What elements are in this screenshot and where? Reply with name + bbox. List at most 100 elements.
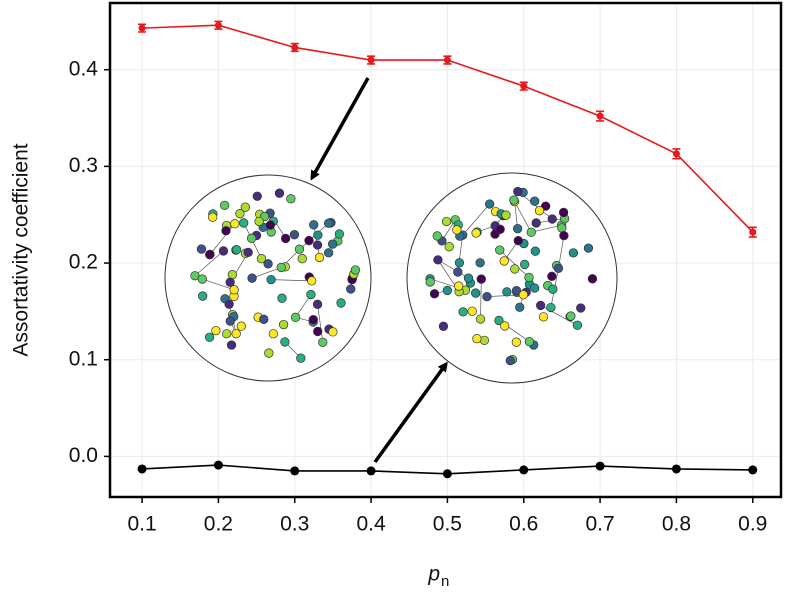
network-node: [476, 258, 485, 267]
network-node: [514, 187, 523, 196]
network-node: [265, 349, 274, 358]
data-point: [748, 465, 757, 474]
network-node: [298, 254, 307, 263]
network-node: [337, 299, 346, 308]
network-node: [442, 217, 451, 226]
network-node: [230, 285, 239, 294]
network-node: [530, 284, 539, 293]
network-node: [532, 219, 541, 228]
y-axis-label: Assortativity coefficient: [10, 143, 33, 356]
network-node: [464, 274, 473, 283]
x-tick-label: 0.5: [433, 513, 462, 536]
network-node: [554, 264, 563, 273]
network-node: [281, 234, 290, 243]
network-node: [558, 224, 567, 233]
network-node: [281, 338, 290, 347]
network-node: [313, 241, 322, 250]
network-node: [277, 263, 286, 272]
network-node: [295, 245, 304, 254]
y-tick-label: 0.3: [69, 154, 98, 177]
network-node: [198, 292, 207, 301]
data-point: [367, 466, 376, 475]
network-node: [547, 303, 556, 312]
data-point: [215, 22, 222, 29]
network-node: [318, 338, 327, 347]
y-tick-label: 0.2: [69, 251, 98, 274]
network-node: [513, 224, 522, 233]
network-node: [473, 334, 482, 343]
data-point: [673, 150, 680, 157]
network-node: [525, 337, 534, 346]
network-node: [584, 244, 593, 253]
data-point: [138, 464, 147, 473]
network-node: [267, 275, 276, 284]
network-insets: [165, 78, 617, 462]
network-node: [247, 234, 256, 243]
network-node: [455, 259, 464, 268]
network-node: [314, 231, 323, 240]
network-node: [305, 236, 314, 245]
network-node: [454, 282, 463, 291]
network-node: [253, 192, 262, 201]
network-node: [225, 300, 234, 309]
network-node: [459, 308, 468, 317]
network-node: [549, 285, 558, 294]
network-node: [228, 270, 237, 279]
network-node: [222, 329, 231, 338]
network-node: [434, 256, 443, 265]
network-node: [471, 289, 480, 298]
data-point: [291, 44, 298, 51]
network-node: [500, 257, 509, 266]
network-node: [485, 200, 494, 209]
x-tick-label: 0.1: [127, 513, 156, 536]
network-node: [198, 275, 207, 284]
network-node: [536, 301, 545, 310]
network-node: [443, 286, 452, 295]
network-node: [476, 315, 485, 324]
network-node: [222, 226, 231, 235]
network-node: [512, 338, 521, 347]
network-node: [519, 290, 528, 299]
network-node: [433, 232, 442, 241]
network-node: [287, 194, 296, 203]
network-node: [503, 288, 512, 297]
network-node: [480, 336, 489, 345]
network-node: [560, 231, 569, 240]
network-node: [307, 277, 316, 286]
network-node: [468, 307, 477, 316]
data-point: [520, 83, 527, 90]
network-node: [515, 303, 524, 312]
network-node: [205, 333, 214, 342]
network-node: [329, 328, 338, 337]
network-node: [588, 275, 597, 284]
network-node: [351, 266, 360, 275]
network-node: [315, 253, 324, 262]
network-node: [255, 217, 264, 226]
network-node: [324, 248, 333, 257]
network-node: [219, 247, 228, 256]
data-point: [444, 57, 451, 64]
network-node: [426, 278, 435, 287]
network-node: [559, 208, 568, 217]
network-node: [313, 327, 322, 336]
network-node: [510, 265, 519, 274]
network-node: [569, 249, 578, 258]
network-node: [430, 290, 439, 299]
x-tick-label: 0.9: [738, 513, 767, 536]
data-point: [290, 466, 299, 475]
network-node: [483, 292, 492, 301]
network-node: [297, 354, 306, 363]
network-node: [520, 260, 529, 269]
x-tick-label: 0.6: [509, 513, 538, 536]
network-node: [206, 250, 215, 259]
y-tick-label: 0.1: [69, 347, 98, 370]
data-point: [519, 465, 528, 474]
network-node: [290, 230, 299, 239]
network-node: [197, 245, 206, 254]
network-node: [535, 206, 544, 215]
network-node: [231, 219, 240, 228]
network-node: [472, 229, 481, 238]
data-point: [749, 229, 756, 236]
arrow: [312, 78, 368, 178]
